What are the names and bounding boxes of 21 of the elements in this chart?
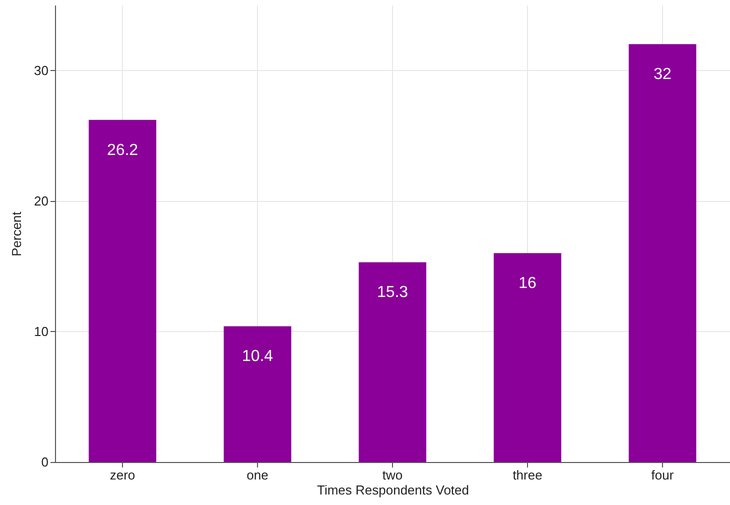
bar	[88, 120, 156, 462]
data-label: 15.3	[376, 284, 408, 302]
x-tick-label: two	[382, 468, 403, 482]
y-axis-title: Percent	[9, 211, 24, 256]
x-tick-label: one	[246, 468, 268, 482]
y-tick-label: 0	[41, 454, 48, 470]
data-label: 10.4	[242, 348, 274, 366]
x-tick-label: four	[651, 468, 674, 482]
bar	[358, 262, 426, 462]
data-label: 16	[518, 275, 536, 292]
data-label: 32	[654, 66, 672, 84]
bar	[628, 44, 696, 462]
y-tick-label: 30	[34, 62, 48, 78]
bar	[224, 326, 292, 462]
x-tick-label: zero	[110, 468, 136, 482]
bar	[494, 253, 562, 462]
x-axis-title: Times Respondents Voted	[317, 482, 469, 498]
x-tick-label: three	[512, 468, 542, 482]
y-tick-label: 20	[34, 193, 48, 208]
y-tick-label: 10	[34, 324, 48, 339]
data-label: 26.2	[106, 142, 138, 159]
